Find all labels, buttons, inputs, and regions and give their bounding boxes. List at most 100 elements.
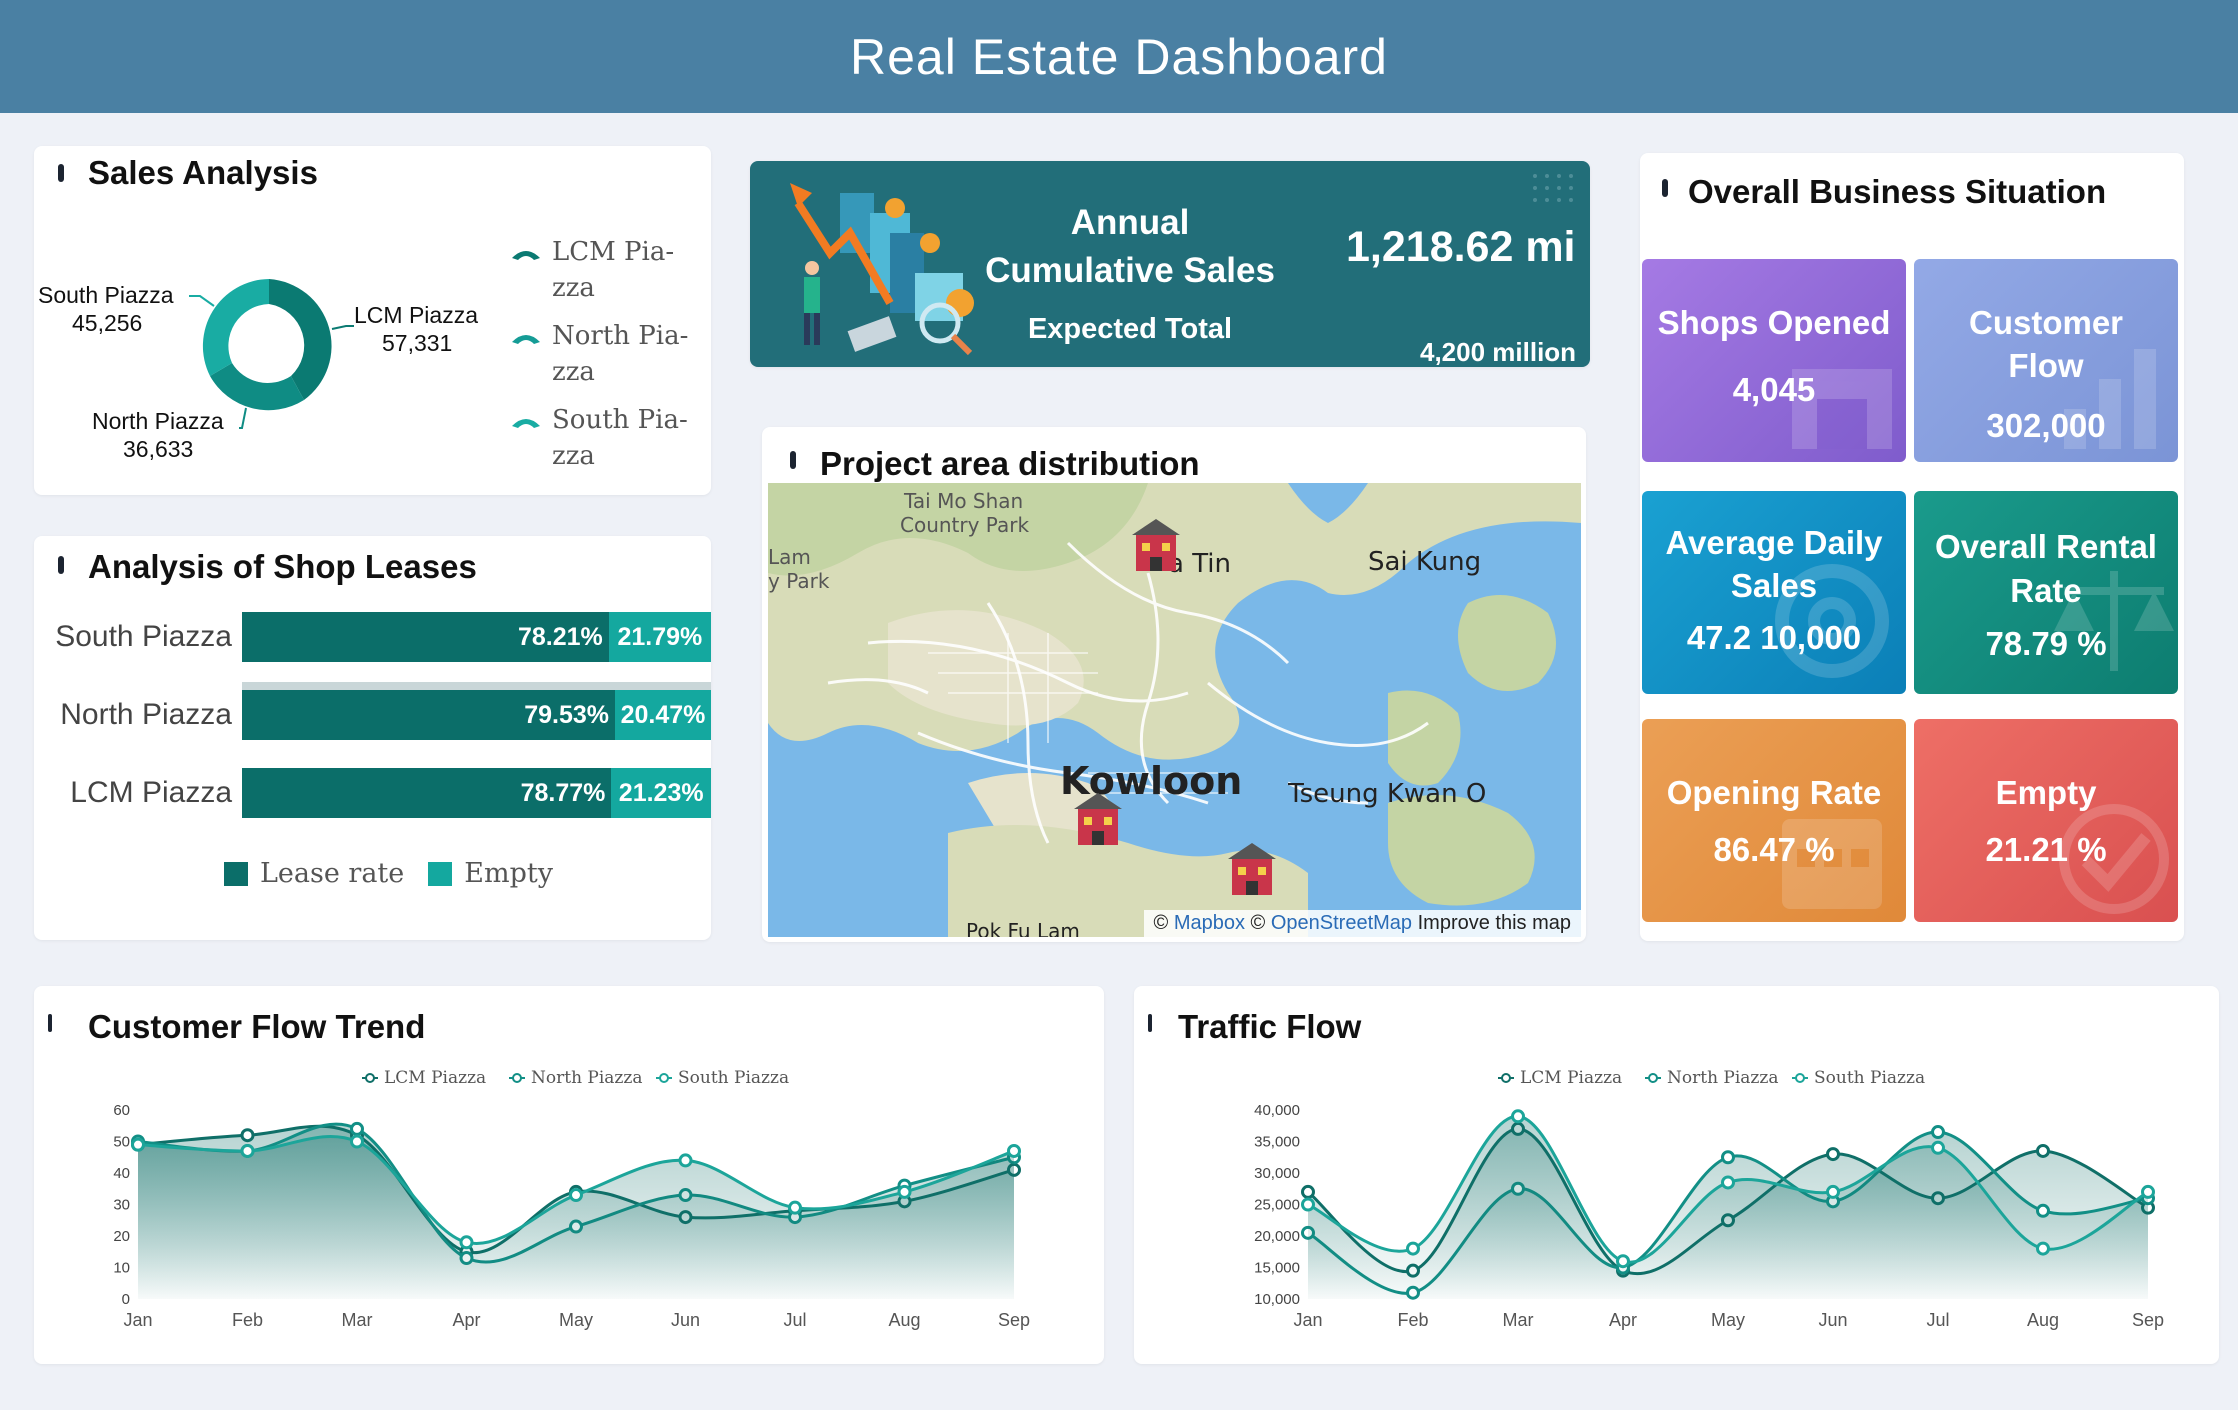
legend-label-lcm-1: LCM Pia-: [552, 237, 675, 267]
banner-subtitle: Expected Total: [1027, 313, 1233, 345]
empty-rate-bar[interactable]: 20.47%: [614, 690, 711, 740]
map-attribution: © Mapbox © OpenStreetMap Improve this ma…: [1143, 910, 1581, 937]
lease-rate-bar[interactable]: 78.21%: [242, 612, 609, 662]
data-point: [1616, 1254, 1630, 1269]
shop-leases-title: Analysis of Shop Leases: [88, 548, 477, 585]
map-marker-building-icon[interactable]: [1220, 839, 1284, 903]
y-tick-label: 15,000: [1254, 1260, 1300, 1277]
data-point: [1931, 1125, 1945, 1140]
data-point: [350, 1134, 364, 1149]
data-point: [1406, 1241, 1420, 1256]
x-tick-label: Jun: [671, 1310, 700, 1330]
data-point: [2141, 1184, 2155, 1199]
legend-label-empty[interactable]: Empty: [464, 858, 553, 889]
customer-flow-chart: 0 10 20 30 40 50 60 Jan Feb Mar Apr May Jun Jul Aug Sep…: [113, 1068, 1030, 1330]
attribution-mapbox-link[interactable]: Mapbox: [1173, 912, 1245, 934]
kpi-shops-opened[interactable]: Shops Opened 4,045: [1642, 259, 1906, 462]
title-marker: [58, 164, 64, 182]
lease-rate-bar[interactable]: 78.77%: [242, 768, 612, 818]
kpi-opening-rate[interactable]: Opening Rate 86.47 %: [1642, 719, 1906, 922]
kpi-label-average-daily-sales-1: Average Daily: [1665, 524, 1883, 561]
legend-icon-north: [512, 335, 540, 344]
data-point: [1301, 1197, 1315, 1212]
leader-line-south: [189, 295, 215, 307]
kpi-overall-rental-rate[interactable]: Overall Rental Rate 78.79 %: [1914, 491, 2178, 694]
empty-rate-bar[interactable]: 21.23%: [611, 768, 711, 818]
data-point: [1721, 1175, 1735, 1190]
legend-item-north[interactable]: North Pia- zza: [552, 318, 688, 390]
legend-marker: [1795, 1073, 1805, 1083]
data-point: [569, 1188, 583, 1203]
data-point: [2036, 1203, 2050, 1218]
map-label-park: y Park: [768, 569, 830, 593]
x-tick-label: Aug: [2027, 1310, 2059, 1330]
series-line: [1307, 1114, 2149, 1264]
map-label-pok-fu-lam: Pok Fu Lam: [966, 919, 1080, 937]
y-tick-label: 20: [113, 1228, 130, 1245]
kpi-empty[interactable]: Empty 21.21 %: [1914, 719, 2178, 922]
lease-rate-value: 78.21%: [518, 622, 603, 651]
map-view[interactable]: Tai Mo Shan Country Park Lam y Park a Ti…: [768, 483, 1581, 937]
calendar-icon: [1782, 819, 1882, 909]
x-tick-label: Sep: [998, 1310, 1030, 1330]
leader-line-lcm: [331, 325, 354, 330]
attribution-osm-link[interactable]: OpenStreetMap: [1270, 912, 1413, 934]
data-point: [350, 1121, 364, 1136]
y-tick-label: 10: [113, 1260, 130, 1277]
kpi-value-average-daily-sales: 47.2 10,000: [1686, 619, 1862, 656]
data-point: [1826, 1147, 1840, 1162]
x-tick-label: May: [1711, 1310, 1745, 1330]
kpi-label-empty: Empty: [1995, 774, 2097, 811]
legend-item-south[interactable]: South Pia- zza: [552, 402, 688, 474]
annual-sales-banner: Annual Cumulative Sales Expected Total 1…: [750, 161, 1590, 367]
map-marker-building-icon[interactable]: [1124, 515, 1188, 579]
kpi-label-shops-opened: Shops Opened: [1657, 304, 1891, 341]
attribution-improve-link[interactable]: Improve this map: [1417, 912, 1571, 934]
sales-growth-illustration-icon: [790, 183, 974, 356]
y-tick-label: 30,000: [1254, 1165, 1300, 1182]
data-point: [788, 1200, 802, 1215]
kpi-label-average-daily-sales-2: Sales: [1730, 567, 1818, 604]
legend-marker: [1648, 1073, 1658, 1083]
customer-flow-card: Customer Flow Trend 0 10 20 30 40 50 60 Jan Feb M…: [34, 986, 1104, 1364]
map-label-country-park: Country Park: [900, 513, 1030, 537]
data-point: [1931, 1140, 1945, 1155]
legend-label-south-2: zza: [552, 441, 595, 471]
lease-legend: Lease rate Empty: [224, 858, 553, 889]
kpi-value-opening-rate: 86.47 %: [1713, 831, 1835, 868]
map-label-sai-kung: Sai Kung: [1368, 547, 1482, 577]
donut-slice-lcm: [269, 279, 332, 400]
banner-title-line1: Annual: [1070, 203, 1190, 242]
sales-analysis-card: Sales Analysis LCM Piazza 57,331 South P…: [34, 146, 711, 495]
y-tick-label: 30: [113, 1197, 130, 1214]
legend-label-north-2: zza: [552, 357, 595, 387]
map-terrain: [768, 483, 1581, 937]
kpi-customer-flow[interactable]: Customer Flow 302,000: [1914, 259, 2178, 462]
lease-rate-value: 78.77%: [520, 778, 606, 807]
x-tick-label: Feb: [1397, 1310, 1428, 1330]
lease-row-label: South Piazza: [55, 620, 232, 653]
shop-leases-card: Analysis of Shop Leases South Piazza 78.2…: [34, 536, 711, 940]
legend-label: North Piazza: [531, 1068, 642, 1088]
legend-item-lcm[interactable]: LCM Pia- zza: [552, 234, 674, 306]
series-area: [1308, 1116, 2148, 1299]
legend-label: LCM Piazza: [384, 1068, 486, 1088]
map-marker-building-icon[interactable]: [1066, 789, 1130, 853]
kpi-value-shops-opened: 4,045: [1732, 371, 1816, 408]
lease-rate-bar[interactable]: 79.53%: [242, 690, 615, 740]
kpi-average-daily-sales[interactable]: Average Daily Sales 47.2 10,000: [1642, 491, 1906, 694]
series-area: [138, 1136, 1014, 1299]
y-tick-label: 10,000: [1254, 1291, 1300, 1308]
project-map-card: Project area distribution: [762, 427, 1586, 942]
x-tick-label: Mar: [1503, 1310, 1534, 1330]
shop-icon: [1792, 369, 1892, 449]
lease-row-label: LCM Piazza: [70, 776, 232, 809]
empty-rate-value: 21.23%: [618, 778, 704, 807]
sales-analysis-title: Sales Analysis: [88, 154, 318, 191]
check-icon: [2059, 804, 2169, 914]
kpi-label-customer-flow-2: Flow: [2008, 347, 2084, 384]
empty-rate-bar[interactable]: 21.79%: [608, 612, 711, 662]
x-tick-label: Apr: [452, 1310, 480, 1330]
x-tick-label: Jun: [1818, 1310, 1847, 1330]
legend-label-lease[interactable]: Lease rate: [260, 858, 405, 889]
